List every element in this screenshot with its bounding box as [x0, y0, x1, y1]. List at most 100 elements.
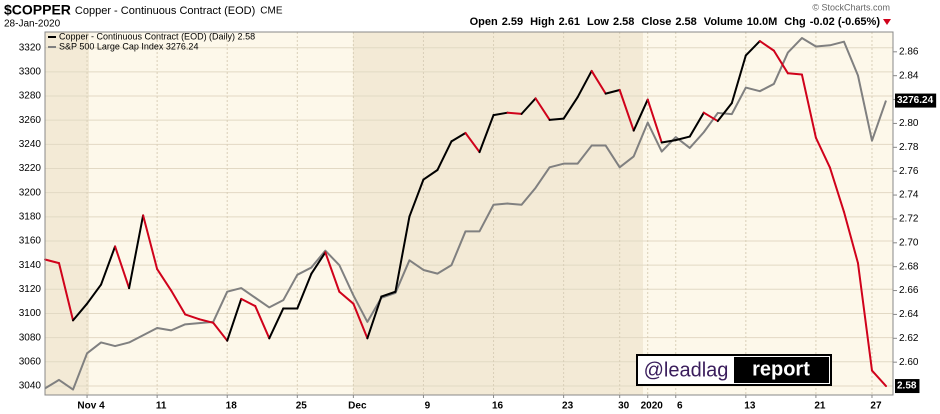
quote-label: Low [587, 16, 609, 28]
line-segment [702, 111, 719, 123]
line-segment [674, 135, 691, 142]
line-segment [338, 290, 355, 305]
quote-value: -0.02 (-0.65%) [810, 16, 881, 28]
line-segment [212, 321, 229, 342]
line-segment [478, 114, 495, 154]
chart-subtitle: Copper - Continuous Contract (EOD) [75, 5, 255, 17]
exchange: CME [260, 6, 283, 17]
line-segment [268, 307, 285, 340]
y-tick-label: 3240 [19, 139, 42, 150]
y2-tick-label: 2.84 [899, 70, 919, 81]
x-tick-label: Dec [348, 401, 367, 412]
line-segment [394, 215, 411, 293]
y-tick-label: 3260 [19, 115, 42, 126]
y-tick-label: 3080 [19, 332, 42, 343]
line-segment [156, 268, 173, 292]
line-segment [310, 251, 327, 275]
line-segment [128, 214, 145, 290]
line-segment [814, 136, 831, 169]
y2-tick-label: 2.60 [899, 357, 919, 368]
line-segment [408, 178, 425, 218]
x-tick-label: 11 [156, 401, 167, 412]
last-value-box [895, 93, 937, 108]
y2-tick-label: 2.80 [899, 118, 919, 129]
line-segment [324, 251, 341, 293]
x-tick-label: 16 [492, 401, 504, 412]
line-segment [870, 369, 887, 388]
y2-tick-label: 2.64 [899, 309, 919, 320]
y2-tick-label: 2.72 [899, 214, 919, 225]
quote-value: 2.58 [613, 16, 634, 28]
line-segment [240, 297, 257, 308]
line-segment [100, 245, 117, 286]
quote-label: Chg [784, 16, 805, 28]
line-segment [44, 258, 61, 265]
line-segment [226, 297, 243, 342]
line-segment [548, 117, 565, 121]
grid [45, 32, 893, 395]
quote-value: 10.0M [747, 16, 778, 28]
line-segment [506, 111, 523, 115]
line-segment [828, 166, 845, 213]
line-segment [576, 69, 593, 99]
line-segment [198, 318, 215, 324]
line-segment [632, 98, 649, 132]
line-segment [72, 302, 89, 322]
line-series [44, 37, 887, 391]
line-segment [716, 102, 733, 123]
month-band [45, 32, 89, 395]
line-segment [492, 111, 509, 117]
y-tick-label: 3280 [19, 91, 42, 102]
y-tick-label: 3040 [19, 381, 42, 392]
y2-tick-label: 2.62 [899, 333, 919, 344]
line-segment [436, 140, 453, 171]
watermark-text: report [752, 358, 810, 380]
x-tick-label: 9 [425, 401, 431, 412]
last-value-label: 2.58 [897, 381, 917, 392]
y-tick-label: 3120 [19, 284, 42, 295]
line-segment [380, 290, 397, 298]
line-segment [660, 139, 677, 144]
marks [44, 37, 887, 391]
y2-tick-label: 2.66 [899, 285, 919, 296]
legend-label: S&P 500 Large Cap Index 3276.24 [59, 41, 198, 51]
y-tick-label: 3140 [19, 260, 42, 271]
y-tick-label: 3320 [19, 42, 42, 53]
x-tick-label: 6 [677, 401, 683, 412]
y-tick-label: 3200 [19, 187, 42, 198]
line-segment [464, 131, 481, 154]
quote-label: Open [470, 16, 498, 28]
line-segment [688, 111, 705, 138]
month-band [353, 32, 643, 395]
line-segment [450, 131, 467, 143]
x-tick-label: Nov 4 [77, 401, 105, 412]
x-tick-label: 23 [562, 401, 574, 412]
chart-title: $COPPER [4, 2, 71, 18]
x-tick-label: 21 [814, 401, 826, 412]
quote-label: High [530, 16, 555, 28]
quote-label: Volume [704, 16, 743, 28]
y-tick-label: 3160 [19, 236, 42, 247]
line-segment [604, 89, 621, 95]
x-tick-label: 13 [744, 401, 756, 412]
watermark: @leadlag report [636, 354, 832, 386]
line-segment [170, 289, 187, 316]
line-segment [646, 98, 663, 144]
x-tick-label: 18 [226, 401, 238, 412]
x-tick-label: 2020 [641, 401, 664, 412]
line-segment [422, 168, 439, 181]
change-arrow [883, 19, 891, 25]
line-segment [758, 40, 775, 52]
quote-value: 2.58 [675, 16, 696, 28]
line-segment [800, 73, 817, 139]
y-tick-label: 3220 [19, 163, 42, 174]
line-segment [786, 72, 803, 76]
last-value-label: 3276.24 [897, 95, 934, 106]
line-segment [534, 97, 551, 121]
y-tick-label: 3300 [19, 67, 42, 78]
line-segment [114, 245, 131, 290]
line-segment [744, 40, 761, 57]
line-segment [296, 272, 313, 310]
y2-tick-label: 2.78 [899, 142, 919, 153]
